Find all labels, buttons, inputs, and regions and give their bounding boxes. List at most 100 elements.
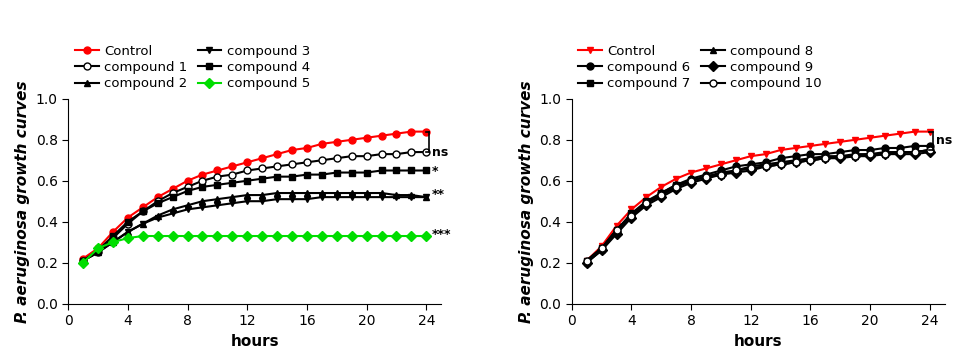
compound 2	[346, 191, 357, 195]
Control	[909, 130, 920, 134]
compound 1	[405, 150, 417, 154]
compound 6	[790, 154, 802, 158]
compound 10	[686, 179, 697, 183]
Control	[790, 146, 802, 150]
compound 8	[715, 173, 727, 177]
compound 3	[211, 203, 223, 208]
compound 2	[316, 191, 327, 195]
compound 9	[790, 160, 802, 164]
compound 4	[256, 176, 268, 181]
compound 3	[227, 201, 239, 205]
compound 2	[271, 191, 282, 195]
compound 7	[790, 158, 802, 162]
compound 3	[405, 195, 417, 199]
compound 3	[122, 230, 133, 234]
compound 7	[670, 183, 682, 187]
compound 1	[77, 258, 89, 263]
compound 4	[182, 189, 194, 193]
compound 10	[700, 174, 712, 179]
compound 6	[880, 146, 891, 150]
compound 4	[211, 183, 223, 187]
compound 2	[286, 191, 298, 195]
compound 6	[760, 160, 771, 164]
compound 5	[107, 240, 119, 244]
compound 8	[819, 156, 831, 160]
compound 5	[242, 234, 253, 238]
Control	[331, 140, 343, 144]
compound 2	[301, 191, 313, 195]
compound 2	[93, 250, 104, 255]
compound 7	[760, 162, 771, 167]
compound 5	[376, 234, 388, 238]
compound 3	[77, 258, 89, 263]
compound 5	[405, 234, 417, 238]
Control	[301, 146, 313, 150]
Control	[805, 144, 816, 148]
compound 1	[376, 152, 388, 156]
compound 10	[849, 154, 861, 158]
compound 6	[656, 191, 667, 195]
compound 5	[316, 234, 327, 238]
compound 2	[256, 193, 268, 197]
compound 3	[286, 197, 298, 201]
compound 2	[182, 203, 194, 208]
compound 10	[805, 158, 816, 162]
Control	[774, 148, 786, 152]
compound 5	[93, 246, 104, 250]
compound 5	[197, 234, 208, 238]
Line: compound 1: compound 1	[80, 149, 430, 264]
compound 3	[93, 250, 104, 255]
compound 10	[641, 201, 653, 205]
compound 7	[641, 199, 653, 203]
compound 1	[421, 150, 432, 154]
compound 3	[376, 195, 388, 199]
compound 1	[152, 199, 164, 203]
compound 5	[227, 234, 239, 238]
compound 1	[360, 154, 372, 158]
Line: compound 7: compound 7	[583, 146, 933, 264]
compound 6	[835, 150, 846, 154]
compound 1	[301, 160, 313, 164]
compound 9	[641, 203, 653, 208]
compound 1	[271, 164, 282, 168]
compound 5	[346, 234, 357, 238]
compound 8	[880, 152, 891, 156]
compound 4	[242, 179, 253, 183]
compound 10	[835, 154, 846, 158]
compound 5	[286, 234, 298, 238]
compound 7	[700, 174, 712, 179]
compound 7	[656, 191, 667, 195]
compound 5	[77, 261, 89, 265]
Control	[611, 224, 622, 228]
Y-axis label: P. aeruginosa growth curves: P. aeruginosa growth curves	[519, 80, 534, 323]
compound 9	[625, 215, 637, 220]
compound 8	[909, 150, 920, 154]
compound 10	[819, 156, 831, 160]
compound 8	[625, 214, 637, 218]
compound 8	[641, 201, 653, 205]
compound 8	[700, 174, 712, 179]
compound 7	[819, 154, 831, 158]
compound 4	[421, 168, 432, 173]
compound 10	[894, 150, 906, 154]
Control	[924, 130, 936, 134]
compound 6	[864, 148, 876, 152]
compound 3	[271, 197, 282, 201]
compound 1	[197, 179, 208, 183]
compound 6	[894, 146, 906, 150]
compound 10	[656, 193, 667, 197]
compound 6	[774, 156, 786, 160]
compound 6	[700, 173, 712, 177]
compound 4	[107, 234, 119, 238]
compound 1	[122, 222, 133, 226]
compound 7	[745, 164, 757, 168]
Control	[107, 230, 119, 234]
Control	[581, 258, 592, 263]
compound 4	[331, 170, 343, 175]
compound 10	[774, 162, 786, 167]
compound 6	[909, 144, 920, 148]
Control	[391, 132, 402, 136]
Control	[745, 154, 757, 158]
compound 1	[346, 154, 357, 158]
compound 9	[686, 181, 697, 185]
